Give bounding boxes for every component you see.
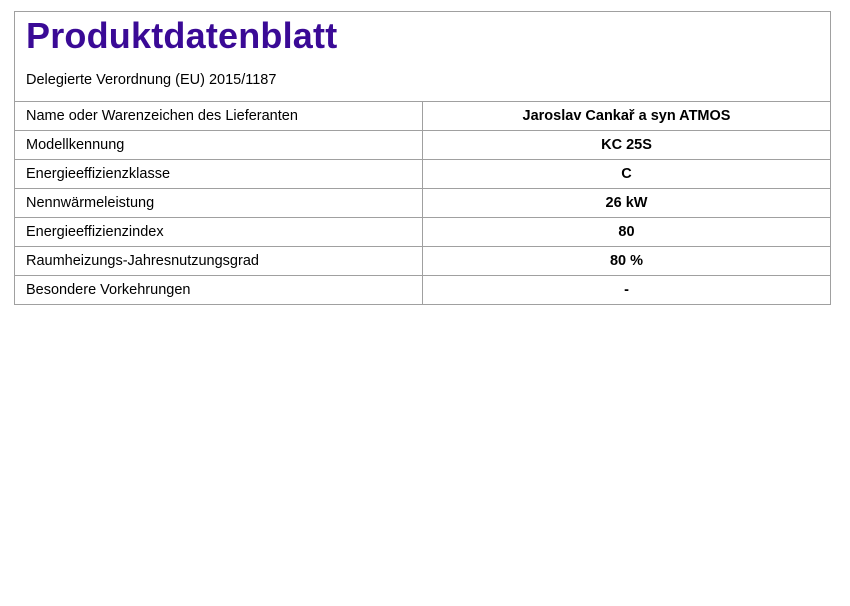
- row-value: -: [624, 282, 629, 298]
- row-label: Besondere Vorkehrungen: [15, 276, 423, 304]
- row-label: Name oder Warenzeichen des Lieferanten: [15, 102, 423, 130]
- row-value: 80: [618, 224, 635, 240]
- table-row: Energieeffizienzklasse C: [15, 160, 830, 189]
- table-row: Name oder Warenzeichen des Lieferanten Ja…: [15, 102, 830, 131]
- table-row: Modellkennung KC 25S: [15, 131, 830, 160]
- row-value: Jaroslav Cankař a syn ATMOS: [522, 108, 731, 124]
- page-title: Produktdatenblatt: [26, 15, 338, 56]
- row-value: 26 kW: [605, 195, 648, 211]
- row-value: 80 %: [609, 253, 644, 269]
- row-value: KC 25S: [601, 137, 652, 153]
- row-label: Nennwärmeleistung: [15, 189, 423, 217]
- table-row: Energieeffizienzindex 80: [15, 218, 830, 247]
- row-label: Energieeffizienzklasse: [15, 160, 423, 188]
- row-value: C: [621, 166, 632, 182]
- table-row: Raumheizungs-Jahresnutzungsgrad 80 %: [15, 247, 830, 276]
- row-label: Raumheizungs-Jahresnutzungsgrad: [15, 247, 423, 275]
- table-row: Nennwärmeleistung 26 kW: [15, 189, 830, 218]
- product-data-sheet: Produktdatenblatt Delegierte Verordnung …: [14, 11, 831, 305]
- sheet-header: Produktdatenblatt Delegierte Verordnung …: [15, 12, 830, 102]
- table-row: Besondere Vorkehrungen -: [15, 276, 830, 304]
- regulation-subtitle: Delegierte Verordnung (EU) 2015/1187: [26, 72, 277, 88]
- row-label: Energieeffizienzindex: [15, 218, 423, 246]
- row-label: Modellkennung: [15, 131, 423, 159]
